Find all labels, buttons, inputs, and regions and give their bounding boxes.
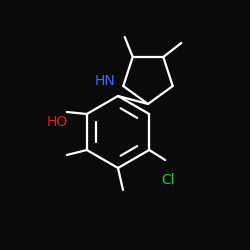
Text: Cl: Cl [161, 173, 174, 187]
Text: HO: HO [47, 115, 68, 129]
Text: HN: HN [94, 74, 115, 88]
